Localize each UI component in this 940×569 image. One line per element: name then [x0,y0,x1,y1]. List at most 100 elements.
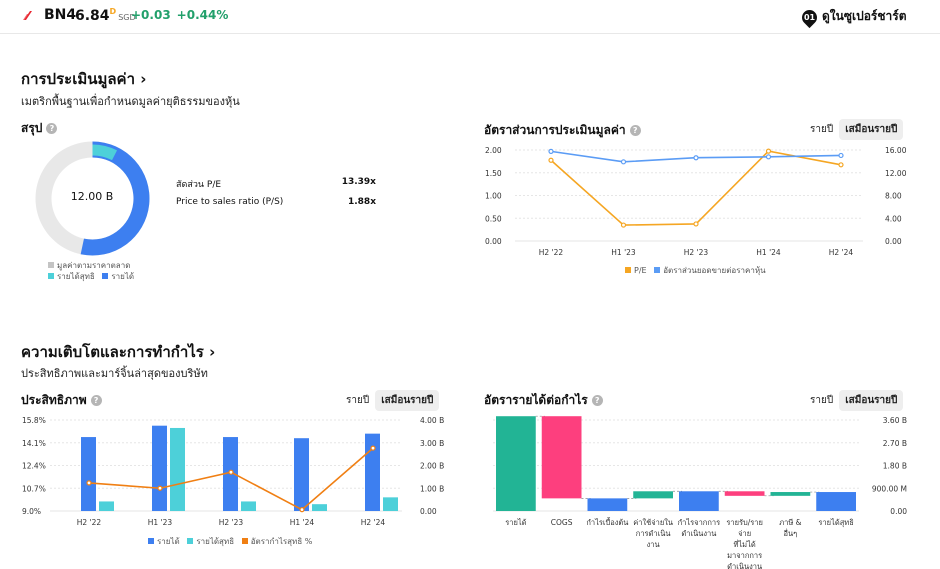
x-tick-label: H2 '22 [539,248,564,257]
help-icon[interactable]: ? [591,395,603,406]
metric-row: Price to sales ratio (P/S) 1.88x [176,197,376,207]
help-icon[interactable]: ? [90,395,102,406]
x-tick-label: H2 '23 [684,248,709,257]
x-tick-label: H1 '23 [148,518,173,527]
y-left-tick-label: 15.8% [22,416,46,425]
data-point [765,154,772,160]
x-tick-label: การดำเนิน [636,529,671,538]
metric-label: Price to sales ratio (P/S) [176,197,284,207]
legend-swatch [148,538,154,544]
waterfall-bar [679,491,719,511]
change-abs: +0.03 [131,8,171,22]
legend-swatch [48,262,54,268]
valuation-ratios-chart: 2.00 16.00 1.50 12.00 1.00 8.00 0.50 4.00 0.00 0.… [485,146,907,257]
period-tabs: รายปี เสมือนรายปี [804,119,904,140]
bar-revenue [294,438,309,511]
y-right-tick-label: 12.00 [885,169,907,178]
y-right-tick-label: 1.80 B [883,462,907,471]
legend-swatch [241,538,248,544]
summary-title: สรุป? [21,119,58,138]
bar-revenue [152,425,167,511]
bar-net-income [312,504,327,511]
performance-chart: 15.8% 4.00 B 14.1% 3.00 B 12.4% 2.00 B 10.7% 1.… [22,416,444,527]
help-icon[interactable]: ? [629,125,641,136]
y-right-tick-label: 1.00 B [420,484,444,493]
x-tick-label: งาน [647,540,660,549]
waterfall-bar [541,416,582,499]
x-tick-label: ภาษี & [779,518,801,527]
performance-title: ประสิทธิภาพ? [21,391,102,410]
y-left-tick-label: 9.0% [22,507,41,516]
x-tick-label: H1 '23 [611,248,636,257]
metric-row: สัดส่วน P/E 13.39x [176,177,376,191]
x-tick-label: รายรับ/ราย [726,518,763,527]
x-tick-label: COGS [551,518,573,527]
y-right-tick-label: 3.00 B [420,439,444,448]
growth-subtitle: ประสิทธิภาพและมาร์จิ้นล่าสุดของบริษัท [21,367,208,380]
perf-period-tabs: รายปี เสมือนรายปี [340,390,440,411]
supercharts-badge-icon: 01 [798,6,821,29]
last-price: 6.84DSGD [75,7,136,24]
y-right-tick-label: 0.00 [885,237,902,246]
x-tick-label: H2 '24 [829,248,854,257]
y-right-tick-label: 2.70 B [883,439,907,448]
bar-net-income [241,501,256,511]
legend-swatch [654,267,661,273]
data-point [693,221,699,227]
x-tick-label: อื่นๆ [783,528,797,538]
open-supercharts-button[interactable]: 01 ดูในซูเปอร์ชาร์ต [798,6,907,29]
x-tick-label: กำไรเบื้องต้น [586,517,628,527]
x-tick-label: ดำเนินงาน [681,529,716,538]
growth-title-link[interactable]: ความเติบโตและการทำกำไร › [21,343,216,361]
waterfall-bar [633,491,673,499]
revenue-to-profit-chart: 3.60 B 2.70 B 1.80 B 900.00 M 0.00 รายได้ COGS… [493,415,907,569]
y-right-tick-label: 4.00 [885,214,902,223]
x-tick-label: จ่าย [738,529,751,538]
y-left-tick-label: 10.7% [22,484,46,493]
bar-net-income [99,501,114,511]
y-right-tick-label: 0.00 [420,507,437,516]
valuation-metrics: สัดส่วน P/E 13.39x Price to sales ratio (… [176,177,376,213]
valuation-title-link[interactable]: การประเมินมูลค่า › [21,70,147,88]
rev-period-tabs: รายปี เสมือนรายปี [804,390,904,411]
tab-ttm[interactable]: เสมือนรายปี [839,390,904,411]
price-change: +0.03 +0.44% [131,8,234,22]
bar-revenue [365,433,380,511]
data-point [620,159,627,165]
waterfall-bar [816,492,856,511]
y-left-tick-label: 0.00 [485,237,502,246]
tab-ttm[interactable]: เสมือนรายปี [375,390,440,411]
data-point [765,148,772,154]
currency: SGD [118,13,136,22]
y-left-tick-label: 1.00 [485,192,502,201]
tab-yearly[interactable]: รายปี [810,395,834,406]
ratios-legend: P/E อัตราส่วนยอดขายต่อราคาหุ้น [625,264,766,277]
top-bar: BN4 6.84DSGD +0.03 +0.44% 01 ดูในซูเปอร์ชา… [0,0,940,34]
data-point [838,152,844,159]
legend-swatch [625,267,631,273]
delayed-marker: D [109,7,117,16]
donut-center-value: 12.00 B [70,190,114,203]
tab-ttm[interactable]: เสมือนรายปี [839,119,904,140]
x-tick-label: H2 '24 [361,518,386,527]
data-point [370,445,376,451]
y-right-tick-label: 3.60 B [883,416,907,425]
tab-yearly[interactable]: รายปี [346,395,370,406]
bar-net-income [383,497,398,511]
help-icon[interactable]: ? [46,123,58,134]
data-point [693,155,699,161]
tab-yearly[interactable]: รายปี [810,124,834,135]
y-left-tick-label: 1.50 [485,169,502,178]
y-right-tick-label: 4.00 B [420,416,444,425]
data-point [620,222,627,228]
x-tick-label: H2 '22 [77,518,102,527]
valuation-ratios-title: อัตราส่วนการประเมินมูลค่า? [484,121,641,140]
y-right-tick-label: 8.00 [885,192,902,201]
legend-swatch [187,538,194,544]
x-tick-label: มาจากการ [727,551,762,560]
valuation-donut-chart [35,141,150,256]
legend-swatch [48,273,54,279]
y-left-tick-label: 0.50 [485,214,502,223]
supercharts-label: ดูในซูเปอร์ชาร์ต [822,9,907,23]
waterfall-bar [770,492,811,496]
